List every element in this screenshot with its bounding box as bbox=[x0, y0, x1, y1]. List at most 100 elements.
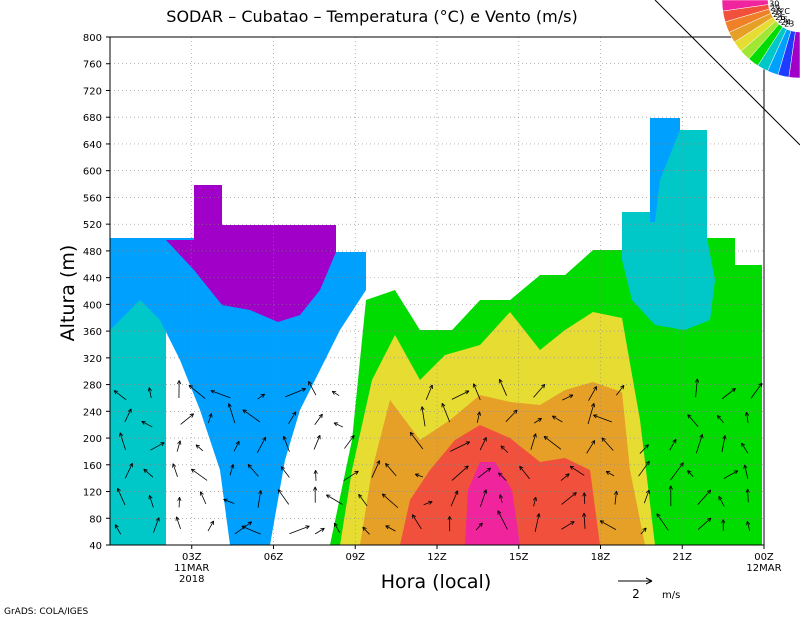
wind-vector bbox=[141, 420, 153, 428]
wind-vector bbox=[614, 490, 619, 505]
wind-vector bbox=[479, 437, 487, 451]
x-tick-date-03Z: 11MAR bbox=[174, 563, 209, 574]
wind-vector bbox=[561, 492, 577, 505]
wind-vector bbox=[385, 463, 397, 477]
wind-vector bbox=[412, 514, 422, 530]
wind-vector bbox=[414, 473, 423, 478]
colorbar-label-30: 30 bbox=[769, 0, 779, 9]
y-tick-label-760: 760 bbox=[83, 60, 102, 71]
wind-vector bbox=[207, 520, 215, 532]
colorbar-label-29: 29 bbox=[770, 3, 780, 12]
y-tick-label-40: 40 bbox=[89, 541, 102, 552]
wind-vector bbox=[543, 435, 562, 450]
wind-vector bbox=[227, 403, 236, 424]
wind-vector bbox=[313, 486, 318, 503]
wind-vector bbox=[694, 378, 700, 398]
plot-area bbox=[110, 37, 764, 545]
wind-vector bbox=[313, 435, 321, 450]
wind-vector bbox=[534, 417, 542, 424]
wind-vector bbox=[669, 438, 677, 451]
wind-vector bbox=[223, 498, 235, 504]
wind-vector bbox=[640, 527, 647, 535]
wind-vector bbox=[593, 414, 613, 423]
wind-vector bbox=[381, 493, 399, 509]
wind-vector bbox=[343, 470, 359, 481]
wind-vector bbox=[371, 460, 381, 478]
wind-vector bbox=[638, 460, 650, 477]
wind-vector bbox=[716, 414, 724, 423]
wind-vector bbox=[588, 386, 598, 401]
x-tick-label-06Z: 06Z bbox=[264, 552, 284, 563]
y-tick-label-320: 320 bbox=[83, 354, 102, 365]
wind-vector bbox=[477, 467, 491, 479]
wind-vector bbox=[697, 517, 712, 530]
x-tick-year-03Z: 2018 bbox=[179, 574, 204, 585]
wind-scale-unit: m/s bbox=[662, 590, 680, 601]
wind-vector bbox=[425, 384, 433, 400]
wind-vector bbox=[695, 434, 704, 454]
y-tick-label-480: 480 bbox=[83, 247, 102, 258]
wind-vectors bbox=[113, 378, 763, 535]
wind-vector bbox=[744, 412, 750, 423]
wind-vector bbox=[475, 522, 483, 531]
wind-vector bbox=[479, 489, 488, 507]
wind-vector bbox=[697, 489, 712, 505]
wind-vector bbox=[242, 409, 261, 423]
x-axis-label: Hora (local) bbox=[381, 571, 492, 593]
wind-vector bbox=[562, 394, 574, 401]
wind-vector bbox=[605, 471, 615, 477]
wind-vector bbox=[331, 390, 340, 396]
grid-lines bbox=[110, 37, 764, 545]
wind-vector bbox=[344, 435, 355, 449]
chart-title: SODAR – Cubatao – Temperatura (°C) e Ven… bbox=[166, 7, 577, 26]
wind-vector bbox=[114, 524, 121, 535]
wind-scale: 2 m/s bbox=[618, 577, 680, 601]
wind-vector bbox=[207, 413, 213, 424]
wind-vector bbox=[582, 512, 587, 529]
wind-vector bbox=[229, 464, 235, 476]
wind-vector bbox=[124, 408, 132, 423]
colorbar-label-28: 28 bbox=[771, 7, 781, 16]
wind-vector bbox=[498, 494, 503, 503]
wind-vector bbox=[282, 435, 290, 452]
wind-vector bbox=[153, 517, 160, 533]
y-tick-label-640: 640 bbox=[83, 140, 102, 151]
wind-vector bbox=[143, 468, 154, 478]
wind-vector bbox=[532, 496, 538, 507]
wind-vector bbox=[656, 513, 669, 531]
wind-vector bbox=[616, 384, 625, 396]
wind-vector bbox=[280, 466, 290, 478]
wind-vector bbox=[277, 489, 290, 505]
wind-vector bbox=[116, 487, 126, 506]
wind-vector bbox=[745, 488, 750, 503]
wind-vector bbox=[199, 491, 207, 505]
wind-vector bbox=[241, 525, 261, 535]
y-tick-label-720: 720 bbox=[83, 86, 102, 97]
wind-vector bbox=[587, 403, 596, 425]
wind-vector bbox=[333, 422, 344, 428]
region-23 bbox=[166, 185, 336, 322]
wind-vector bbox=[721, 519, 726, 531]
wind-vector bbox=[289, 525, 310, 535]
wind-vector bbox=[147, 387, 152, 399]
y-tick-label-520: 520 bbox=[83, 220, 102, 231]
x-tick-label-00Z: 00Z bbox=[754, 552, 774, 563]
colorbar-swatch bbox=[788, 31, 800, 79]
x-tick-label-21Z: 21Z bbox=[672, 552, 692, 563]
x-tick-label-18Z: 18Z bbox=[591, 552, 611, 563]
wind-vector bbox=[119, 432, 126, 450]
wind-scale-value: 2 bbox=[632, 587, 640, 601]
wind-vector bbox=[188, 384, 206, 399]
colorbar-diagonal bbox=[654, 0, 800, 146]
wind-vector bbox=[750, 382, 763, 399]
wind-vector bbox=[670, 462, 684, 481]
wind-vector bbox=[385, 525, 396, 532]
wind-vector bbox=[519, 465, 530, 480]
wind-vector bbox=[534, 513, 541, 533]
colorbar-label-26: 26 bbox=[775, 13, 785, 22]
y-tick-label-800: 800 bbox=[83, 33, 102, 44]
wind-vector bbox=[113, 390, 127, 401]
wind-vector bbox=[601, 437, 614, 451]
region-24b bbox=[650, 118, 680, 222]
